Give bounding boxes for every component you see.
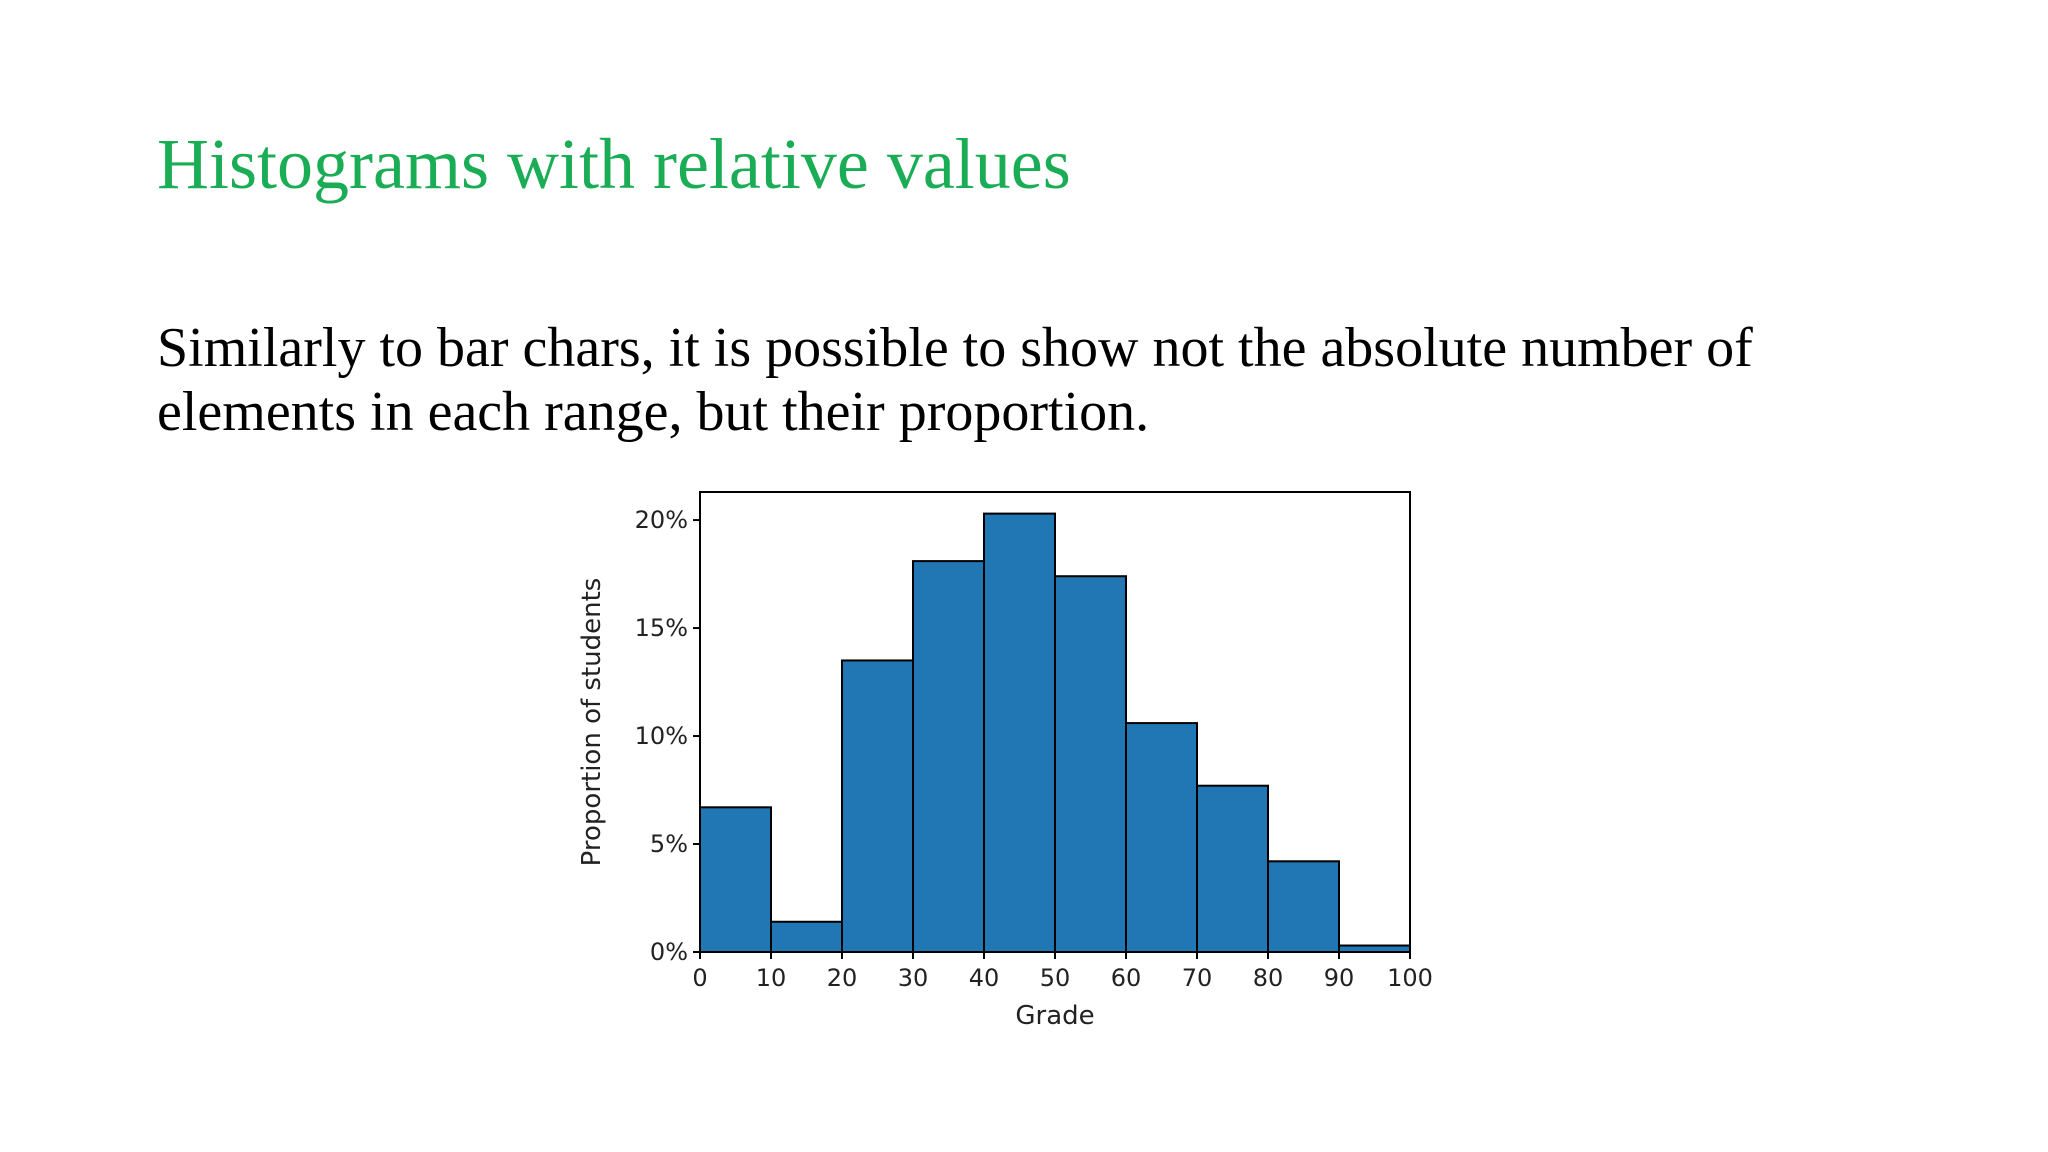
x-tick-label: 20 <box>827 964 858 992</box>
histogram-bar <box>1267 860 1340 953</box>
histogram-bar <box>1196 784 1269 953</box>
x-tick-label: 50 <box>1040 964 1071 992</box>
histogram-bar <box>912 560 985 954</box>
x-tick-label: 80 <box>1253 964 1284 992</box>
y-tick-label: 10% <box>635 722 688 750</box>
slide-title: Histograms with relative values <box>157 124 1071 204</box>
histogram-bar <box>699 806 772 954</box>
y-axis-label: Proportion of students <box>577 578 607 867</box>
bars-group <box>699 512 1411 954</box>
y-ticks-group: 0% 5% 10% 15% 20% <box>635 506 700 966</box>
x-tick-label: 40 <box>969 964 1000 992</box>
histogram-bar <box>841 659 914 953</box>
x-ticks-group: 0 10 20 30 40 50 60 70 80 90 100 <box>692 952 1433 992</box>
x-tick-label: 70 <box>1182 964 1213 992</box>
x-tick-label: 100 <box>1387 964 1433 992</box>
x-tick-label: 30 <box>898 964 929 992</box>
slide-body-text: Similarly to bar chars, it is possible t… <box>157 317 1753 443</box>
x-tick-label: 0 <box>692 964 707 992</box>
x-axis-label: Grade <box>1015 1001 1094 1031</box>
histogram-bar <box>1054 575 1127 954</box>
y-tick-label: 5% <box>650 830 688 858</box>
y-tick-label: 20% <box>635 506 688 534</box>
y-tick-label: 0% <box>650 938 688 966</box>
histogram-bar <box>983 512 1056 953</box>
histogram-bar <box>1125 722 1198 953</box>
histogram-bar <box>770 920 843 953</box>
x-tick-label: 90 <box>1324 964 1355 992</box>
histogram-chart: 0 10 20 30 40 50 60 70 80 90 100 0% 5% 10% 15% 20% Gra… <box>577 491 1433 1031</box>
x-tick-label: 10 <box>756 964 787 992</box>
x-tick-label: 60 <box>1111 964 1142 992</box>
y-tick-label: 15% <box>635 614 688 642</box>
